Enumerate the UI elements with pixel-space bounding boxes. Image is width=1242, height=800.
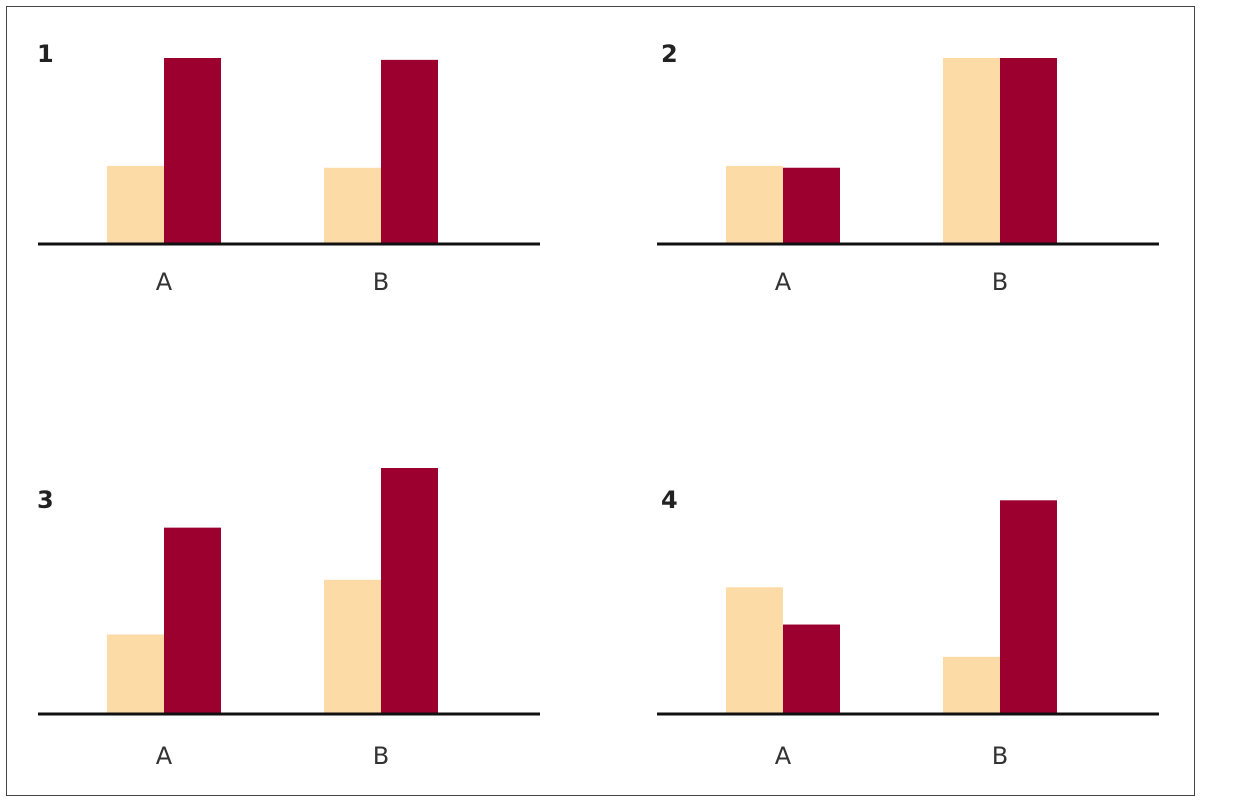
x-tick-label: A: [156, 742, 173, 770]
bar-b-series-1: [324, 167, 381, 244]
chart-panel-3: 3 A B: [37, 468, 540, 770]
bar-a-series-1: [726, 587, 783, 714]
bar-b-series-2: [381, 468, 438, 714]
bar-a-series-2: [783, 167, 840, 244]
panel-number: 2: [661, 40, 678, 68]
bar-b-series-1: [324, 579, 381, 714]
x-tick-label: A: [775, 742, 792, 770]
bar-a-series-2: [164, 58, 221, 244]
chart-panel-2: 2 A B: [657, 40, 1159, 296]
bar-a-series-1: [107, 165, 164, 244]
panel-number: 4: [661, 486, 678, 514]
bar-a-series-2: [783, 624, 840, 714]
bar-a-series-1: [726, 165, 783, 244]
x-tick-label: A: [775, 268, 792, 296]
chart-panel-4: 4 A B: [657, 486, 1159, 770]
bar-b-series-2: [1000, 58, 1057, 244]
panel-number: 3: [37, 486, 54, 514]
bar-a-series-2: [164, 527, 221, 714]
bar-b-series-2: [381, 59, 438, 244]
panel-number: 1: [37, 40, 54, 68]
x-tick-label: B: [373, 268, 389, 296]
bar-a-series-1: [107, 634, 164, 714]
bar-b-series-1: [943, 656, 1000, 714]
x-tick-label: B: [992, 268, 1008, 296]
bar-b-series-1: [943, 58, 1000, 244]
bar-b-series-2: [1000, 500, 1057, 714]
x-tick-label: B: [373, 742, 389, 770]
x-tick-label: B: [992, 742, 1008, 770]
x-tick-label: A: [156, 268, 173, 296]
chart-panel-1: 1 A B: [37, 40, 540, 296]
